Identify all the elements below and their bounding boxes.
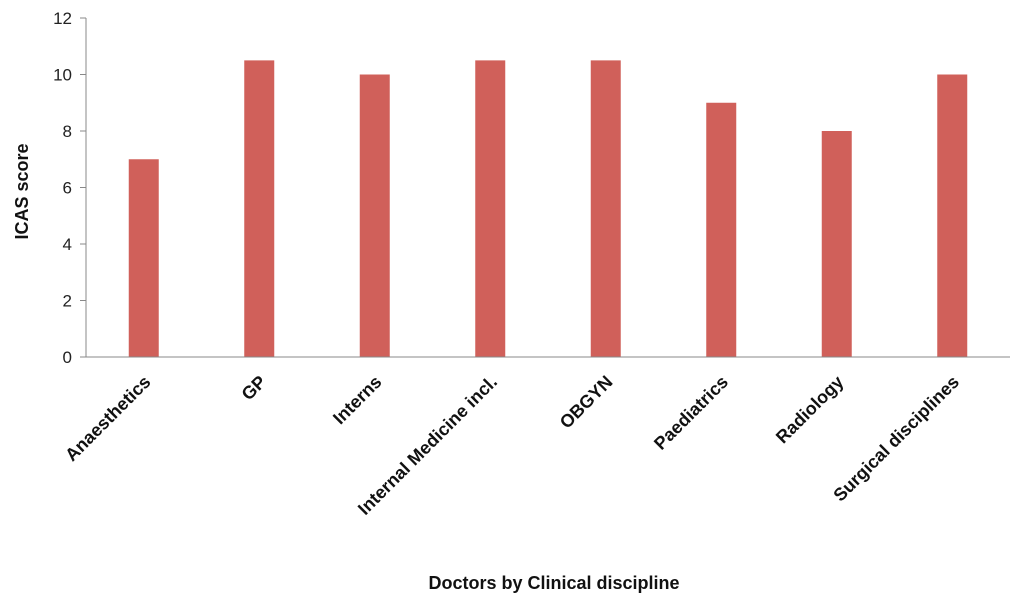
x-category-label: Radiology xyxy=(772,372,848,448)
bar-radiology xyxy=(821,131,852,357)
bar-anaesthetics xyxy=(128,159,159,357)
x-category-label: Surgical disciplines xyxy=(829,372,963,506)
bars xyxy=(128,60,968,357)
x-category-label: Anaesthetics xyxy=(61,372,154,465)
y-tick-label: 6 xyxy=(63,179,72,198)
x-category-label: OBGYN xyxy=(556,372,617,433)
x-category-label: Interns xyxy=(329,372,386,429)
bar-gp xyxy=(244,60,275,357)
bar-interns xyxy=(359,74,390,357)
x-category-label: Paediatrics xyxy=(650,372,732,454)
y-tick-label: 2 xyxy=(63,292,72,311)
x-category-label: GP xyxy=(238,372,271,405)
y-axis-ticks: 0 2 4 6 8 10 12 xyxy=(53,9,86,367)
y-tick-label: 4 xyxy=(63,235,72,254)
bar-surgical-disciplines xyxy=(937,74,968,357)
bar-paediatrics xyxy=(706,102,737,357)
y-tick-label: 0 xyxy=(63,348,72,367)
bar-internal-medicine-incl xyxy=(475,60,506,357)
x-axis-title: Doctors by Clinical discipline xyxy=(428,573,679,593)
y-tick-label: 12 xyxy=(53,9,72,28)
bar-obgyn xyxy=(590,60,621,357)
y-tick-label: 8 xyxy=(63,122,72,141)
y-axis-title: ICAS score xyxy=(12,143,32,239)
y-tick-label: 10 xyxy=(53,66,72,85)
